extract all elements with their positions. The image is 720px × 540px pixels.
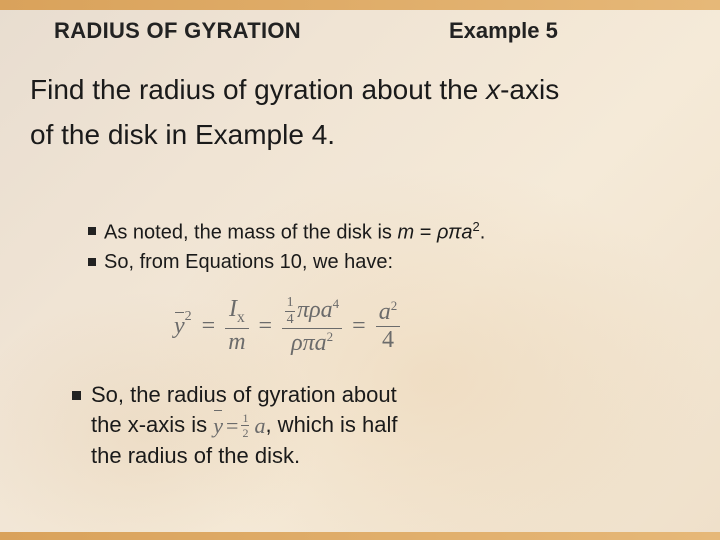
conclusion-item: So, the radius of gyration about the x-a… [72,380,452,470]
denominator: 4 [379,328,397,353]
section-title: RADIUS OF GYRATION [54,18,301,44]
small-num: 1 [287,296,294,310]
small-fraction-one-quarter: 1 4 [285,296,295,327]
equals-sign: = [202,313,216,340]
text-run: -axis is [139,412,214,437]
display-equation: y2 = Ix m = 1 4 πρa4 ρπa2 = a2 4 [170,296,404,356]
conclusion-line-3: the radius of the disk. [91,441,398,471]
bottom-accent-band [0,532,720,540]
variable-a: a [379,299,391,325]
text-run: the [91,412,128,437]
bullet-list: As noted, the mass of the disk is m = ρπ… [88,218,660,278]
exponent: 2 [327,329,334,344]
small-fraction-one-half: 1 2 [241,412,249,439]
variable-i: I [229,296,237,322]
equals-sign: = [352,313,366,340]
variable-y: y [213,413,223,438]
text-run: As noted, the mass of the disk is [104,222,397,244]
numerator: a2 [376,299,401,325]
bullet-text: So, from Equations 10, we have: [104,249,393,276]
denominator: m [225,330,248,355]
bullet-square-icon [88,258,96,266]
exponent: 2 [185,309,192,325]
exponent: 4 [333,296,340,311]
small-den: 4 [287,313,294,327]
numerator: 1 4 πρa4 [282,296,342,327]
equals-sign: = [226,411,238,441]
problem-line-1: Find the radius of gyration about the x-… [30,68,680,113]
problem-statement: Find the radius of gyration about the x-… [30,68,680,158]
denominator: ρπa2 [288,330,336,356]
conclusion-block: So, the radius of gyration about the x-a… [72,380,452,470]
text-run: , which is half [265,412,397,437]
text-run: = [414,222,437,244]
conclusion-line-2: the x-axis is y = 1 2 a , which is half [91,410,398,441]
small-num: 1 [242,412,248,424]
ybar-squared: y2 [174,313,192,340]
expr-rho-pi-a: ρπa [437,222,473,244]
variable-a: a [254,411,265,441]
conclusion-line-1: So, the radius of gyration about [91,380,398,410]
y-bar: y [213,411,223,441]
bullet-square-icon [72,391,81,400]
fraction-moment-over-mass: 1 4 πρa4 ρπa2 [282,296,342,356]
bullet-text: As noted, the mass of the disk is m = ρπ… [104,218,485,247]
variable-x: x [486,74,500,105]
variable-y: y [174,313,185,339]
header-row: RADIUS OF GYRATION Example 5 [0,18,720,44]
problem-text: Find the radius of gyration about the [30,74,486,105]
exponent: 2 [391,298,398,313]
fraction-ix-over-m: Ix m [225,297,248,355]
inline-equation: y = 1 2 a [213,411,265,441]
expr-pi-rho-a: πρa [297,297,333,323]
text-run: . [480,222,486,244]
example-label: Example 5 [449,18,558,44]
variable-m: m [397,222,414,244]
exponent: 2 [473,219,480,234]
variable-x: x [128,412,139,437]
conclusion-text: So, the radius of gyration about the x-a… [91,380,398,470]
y-bar: y [174,313,185,340]
small-den: 2 [242,427,248,439]
numerator: Ix [226,297,248,326]
problem-line-2: of the disk in Example 4. [30,113,680,158]
bullet-square-icon [88,227,96,235]
top-accent-band [0,0,720,10]
bullet-item: As noted, the mass of the disk is m = ρπ… [88,218,660,247]
bullet-item: So, from Equations 10, we have: [88,249,660,276]
equals-sign: = [259,313,273,340]
subscript-x: x [237,309,245,326]
expr-rho-pi-a: ρπa [291,330,327,356]
fraction-a2-over-4: a2 4 [376,299,401,354]
problem-text: -axis [500,74,559,105]
